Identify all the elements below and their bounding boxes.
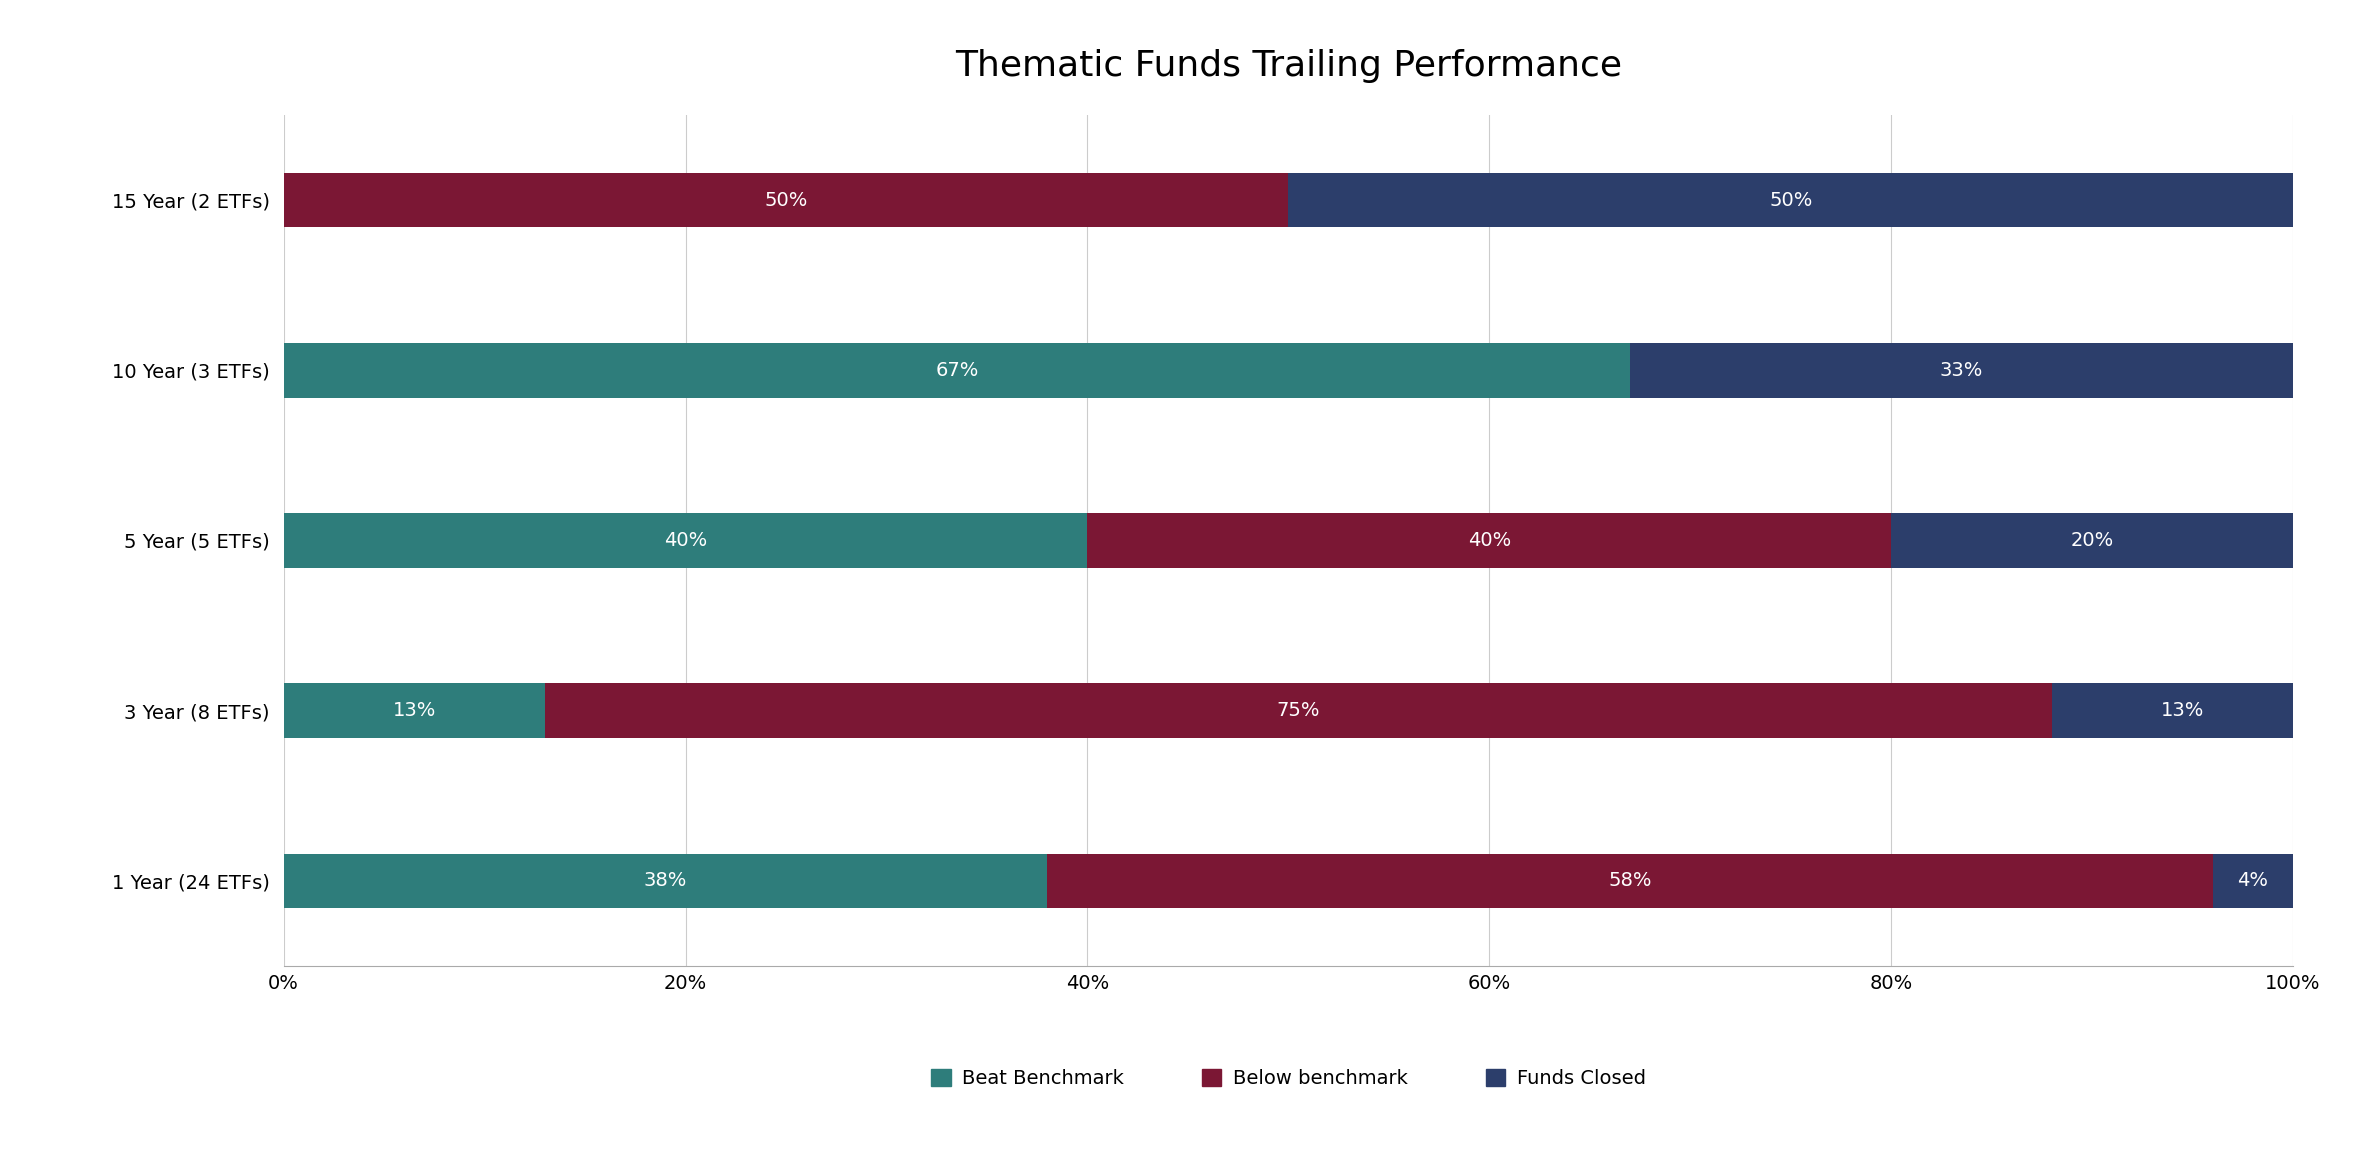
Text: 38%: 38%	[643, 872, 688, 890]
Bar	[544, 683, 2052, 738]
Text: 50%: 50%	[764, 191, 808, 209]
Text: 50%: 50%	[1768, 191, 1813, 209]
Bar	[284, 853, 1047, 908]
Bar	[284, 513, 1087, 568]
Bar	[1288, 172, 2293, 228]
Text: 40%: 40%	[1468, 531, 1511, 550]
Text: 13%: 13%	[2161, 702, 2203, 720]
Text: 13%: 13%	[392, 702, 435, 720]
Bar	[2052, 683, 2312, 738]
Bar	[1087, 513, 1891, 568]
Text: 58%: 58%	[1608, 872, 1652, 890]
Text: 4%: 4%	[2236, 872, 2269, 890]
Text: 20%: 20%	[2071, 531, 2113, 550]
Bar	[284, 343, 1629, 398]
Legend: Beat Benchmark, Below benchmark, Funds Closed: Beat Benchmark, Below benchmark, Funds C…	[924, 1060, 1652, 1096]
Bar	[1047, 853, 2213, 908]
Bar	[1891, 513, 2293, 568]
Title: Thematic Funds Trailing Performance: Thematic Funds Trailing Performance	[955, 49, 1622, 83]
Bar	[284, 172, 1288, 228]
Text: 33%: 33%	[1941, 361, 1983, 380]
Text: 40%: 40%	[664, 531, 707, 550]
Bar	[2213, 853, 2293, 908]
Text: 67%: 67%	[936, 361, 979, 380]
Text: 75%: 75%	[1277, 702, 1319, 720]
Bar	[1629, 343, 2293, 398]
Bar	[284, 683, 544, 738]
